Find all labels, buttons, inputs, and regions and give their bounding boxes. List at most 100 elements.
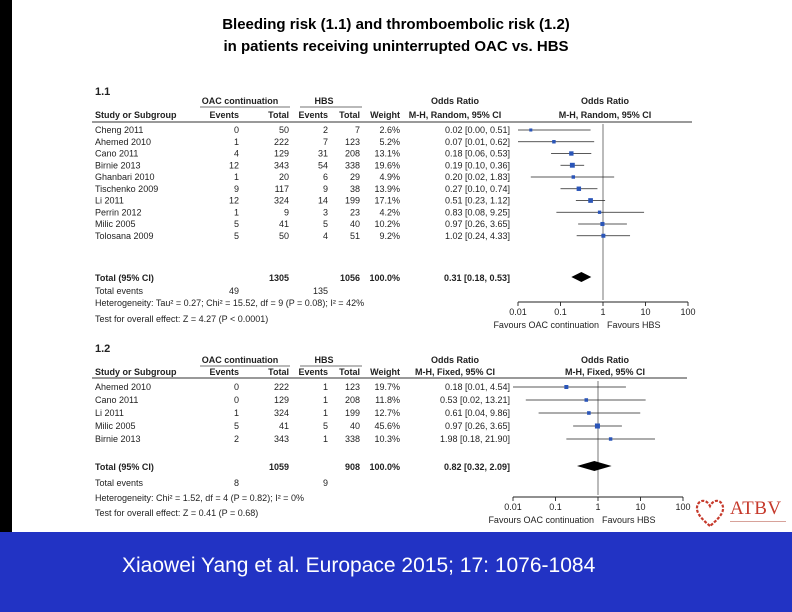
s1-1-study-total1: 9 xyxy=(284,207,289,217)
s1-1-study-events1: 9 xyxy=(234,184,239,194)
s1-2-study-marker xyxy=(594,423,600,429)
s1-2-study-marker xyxy=(564,385,569,389)
s1-2-header-events2: Events xyxy=(298,367,328,377)
s1-1-favours-left: Favours OAC continuation xyxy=(493,320,599,330)
s1-1-study-name: Tischenko 2009 xyxy=(95,184,158,194)
s1-2-study-total2: 338 xyxy=(345,434,360,444)
s1-2-study-events2: 1 xyxy=(323,382,328,392)
heart-icon xyxy=(695,499,725,528)
s1-1-study-events1: 12 xyxy=(229,196,239,206)
s1-1-study-events2: 3 xyxy=(323,207,328,217)
s1-1-study-name: Birnie 2013 xyxy=(95,160,141,170)
atbv-logo: ATBV xyxy=(694,496,790,532)
s1-2-x-tick-label: 1 xyxy=(595,502,600,512)
s1-2-header-group2: HBS xyxy=(314,355,333,365)
s1-1-study-weight: 5.2% xyxy=(379,137,400,147)
s1-2-header-group1: OAC continuation xyxy=(202,355,279,365)
s1-1-study-name: Ghanbari 2010 xyxy=(95,172,155,182)
s1-1-study-total1: 20 xyxy=(279,172,289,182)
s1-1-header-events2: Events xyxy=(298,110,328,120)
s1-2-total-events1: 8 xyxy=(234,478,239,488)
s1-1-study-events1: 4 xyxy=(234,149,239,159)
s1-1-study-ci: 0.97 [0.26, 3.65] xyxy=(445,219,510,229)
s1-1-study-events1: 1 xyxy=(234,207,239,217)
s1-2-study-weight: 11.8% xyxy=(375,395,400,405)
s1-2-header-total1: Total xyxy=(268,367,289,377)
s1-1-study-events1: 1 xyxy=(234,137,239,147)
s1-2-study-marker xyxy=(584,398,589,402)
s1-1-study-marker xyxy=(529,128,533,132)
s1-1-study-total2: 7 xyxy=(355,125,360,135)
s1-2-favours-left: Favours OAC continuation xyxy=(488,515,594,525)
s1-1-study-total2: 123 xyxy=(345,137,360,147)
s1-1-study-marker xyxy=(576,186,582,191)
s1-1-study-marker xyxy=(571,175,576,179)
s1-1-study-name: Milic 2005 xyxy=(95,219,136,229)
s1-2-study-events2: 1 xyxy=(323,395,328,405)
s1-1-header-method-plot: M-H, Random, 95% CI xyxy=(559,110,652,120)
s1-1-total-diamond xyxy=(571,272,592,282)
s1-1-header-study: Study or Subgroup xyxy=(95,110,177,120)
forest-plot-figure: 1.1 OAC continuation HBS Odds Ratio Odds Rat… xyxy=(92,86,696,525)
s1-2-study-total2: 40 xyxy=(350,421,360,431)
s1-1-header-events1: Events xyxy=(209,110,239,120)
s1-2-study-events1: 1 xyxy=(234,408,239,418)
s1-1-study-marker xyxy=(597,210,602,214)
s1-1-x-tick-label: 0.1 xyxy=(554,307,567,317)
s1-1-study-ci: 0.27 [0.10, 0.74] xyxy=(445,184,510,194)
s1-2-study-total1: 129 xyxy=(274,395,289,405)
s1-1-study-marker xyxy=(552,140,556,144)
s1-1-study-total2: 208 xyxy=(345,149,360,159)
s1-2-study-events2: 5 xyxy=(323,421,328,431)
s1-1-header-method-text: M-H, Random, 95% CI xyxy=(409,110,502,120)
s1-2-study-marker xyxy=(587,411,591,415)
s1-1-study-events1: 12 xyxy=(229,160,239,170)
s1-1-study-total2: 338 xyxy=(345,160,360,170)
citation: Xiaowei Yang et al. Europace 2015; 17: 1… xyxy=(122,554,596,577)
s1-1-study-events2: 4 xyxy=(323,231,328,241)
s1-1-study-weight: 9.2% xyxy=(379,231,400,241)
slide-title-line-2: in patients receiving uninterrupted OAC … xyxy=(223,38,569,55)
s1-1-study-total1: 222 xyxy=(274,137,289,147)
s1-1-study-marker xyxy=(588,198,593,203)
s1-2-header-study: Study or Subgroup xyxy=(95,367,177,377)
s1-1-study-total1: 324 xyxy=(274,196,289,206)
s1-1-header-weight: Weight xyxy=(370,110,400,120)
s1-1-total-weight: 100.0% xyxy=(369,273,400,283)
s1-1-study-events2: 14 xyxy=(318,196,328,206)
s1-1-study-total1: 129 xyxy=(274,149,289,159)
s1-1-study-events1: 1 xyxy=(234,172,239,182)
s1-1-header-group2: HBS xyxy=(314,96,333,106)
s1-1-study-total2: 199 xyxy=(345,196,360,206)
s1-1-study-weight: 13.1% xyxy=(374,149,400,159)
s1-1-study-total2: 40 xyxy=(350,219,360,229)
s1-1-header-or-text: Odds Ratio xyxy=(431,96,480,106)
s1-2-study-total2: 199 xyxy=(345,408,360,418)
s1-2-study-weight: 45.6% xyxy=(374,421,400,431)
s1-1-label: 1.1 xyxy=(95,86,110,98)
s1-2-header-events1: Events xyxy=(209,367,239,377)
s1-1-total-events2: 135 xyxy=(313,286,328,296)
s1-2-study-total1: 222 xyxy=(274,382,289,392)
s1-2-study-total2: 208 xyxy=(345,395,360,405)
s1-1-study-name: Perrin 2012 xyxy=(95,207,142,217)
s1-1-study-weight: 17.1% xyxy=(374,196,400,206)
s1-2-study-name: Birnie 2013 xyxy=(95,434,141,444)
s1-1-total-events1: 49 xyxy=(229,286,239,296)
s1-2-study-name: Cano 2011 xyxy=(95,395,138,405)
s1-1-study-events2: 54 xyxy=(318,160,328,170)
s1-1-x-tick-label: 10 xyxy=(640,307,650,317)
s1-2-study-events1: 0 xyxy=(234,382,239,392)
s1-1-study-marker xyxy=(601,233,606,238)
s1-2-label: 1.2 xyxy=(95,343,110,355)
s1-2-study-total1: 343 xyxy=(274,434,289,444)
s1-1-study-weight: 13.9% xyxy=(374,184,400,194)
s1-2-study-ci: 0.53 [0.02, 13.21] xyxy=(440,395,510,405)
s1-1-total-label: Total (95% CI) xyxy=(95,273,154,283)
logo-text: ATBV xyxy=(730,498,782,519)
s1-2-study-weight: 10.3% xyxy=(374,434,400,444)
s1-2-study-ci: 0.18 [0.01, 4.54] xyxy=(445,382,510,392)
s1-2-header-total2: Total xyxy=(339,367,360,377)
s1-1-study-events2: 5 xyxy=(323,219,328,229)
s1-1-overall-effect: Test for overall effect: Z = 4.27 (P < 0… xyxy=(95,314,268,324)
